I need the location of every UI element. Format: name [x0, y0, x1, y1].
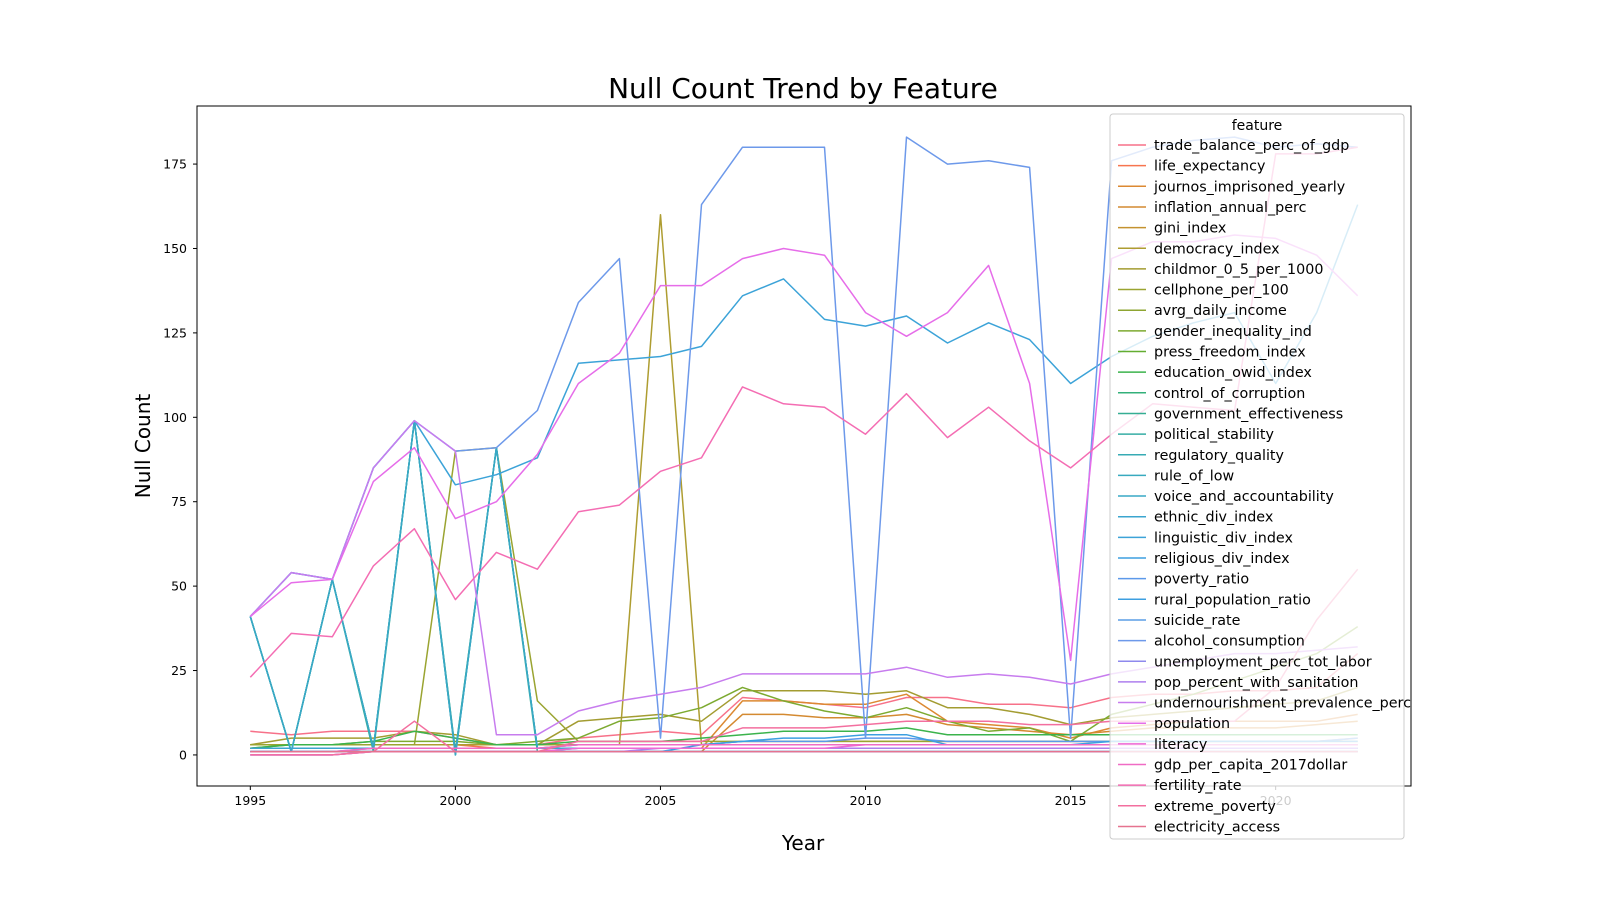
legend-label: rule_of_low	[1154, 468, 1235, 484]
legend-label: childmor_0_5_per_1000	[1154, 262, 1323, 278]
legend-label: inflation_annual_perc	[1154, 200, 1306, 216]
legend-label: undernourishment_prevalence_perc	[1154, 696, 1411, 712]
legend-label: suicide_rate	[1154, 613, 1241, 629]
legend-title: feature	[1232, 118, 1283, 134]
y-tick-label: 175	[163, 157, 187, 172]
legend-label: political_stability	[1154, 427, 1274, 443]
x-tick-label: 2005	[645, 793, 677, 808]
plot-frame	[196, 105, 1412, 787]
legend-label: gender_inequality_ind	[1154, 324, 1312, 340]
legend-label: alcohol_consumption	[1154, 634, 1305, 650]
legend-box	[1109, 113, 1405, 840]
y-axis: 0 25 50 75 100 125 150 175	[163, 157, 197, 762]
legend-label: rural_population_ratio	[1154, 592, 1311, 608]
legend-label: pop_percent_with_sanitation	[1154, 675, 1358, 691]
legend-label: avrg_daily_income	[1154, 303, 1287, 319]
legend-label: democracy_index	[1154, 241, 1280, 257]
legend-label: gini_index	[1154, 221, 1226, 237]
legend-label: government_effectiveness	[1154, 406, 1343, 422]
chart-title: Null Count Trend by Feature	[608, 72, 998, 105]
legend-label: extreme_poverty	[1154, 799, 1276, 815]
y-tick-label: 75	[171, 494, 187, 509]
y-tick-label: 0	[179, 747, 187, 762]
y-tick-label: 50	[171, 579, 187, 594]
x-tick-label: 2015	[1055, 793, 1087, 808]
legend-label: journos_imprisoned_yearly	[1153, 179, 1346, 195]
legend-label: trade_balance_perc_of_gdp	[1154, 138, 1349, 154]
legend-label: population	[1154, 716, 1230, 732]
legend-label: poverty_ratio	[1154, 572, 1249, 588]
x-axis-title: Year	[781, 831, 825, 855]
y-tick-label: 150	[163, 241, 187, 256]
legend-label: ethnic_div_index	[1154, 510, 1273, 526]
legend-label: life_expectancy	[1154, 159, 1266, 175]
legend-label: fertility_rate	[1154, 778, 1242, 794]
legend-label: religious_div_index	[1154, 551, 1290, 567]
x-tick-label: 2010	[850, 793, 882, 808]
legend-label: regulatory_quality	[1154, 448, 1285, 464]
legend-label: voice_and_accountability	[1154, 489, 1334, 505]
legend: feature trade_balance_perc_of_gdp life_ex…	[1109, 113, 1411, 840]
x-tick-label: 2000	[439, 793, 471, 808]
y-axis-title: Null Count	[131, 394, 155, 499]
legend-label: education_owid_index	[1154, 365, 1312, 381]
legend-label: control_of_corruption	[1154, 386, 1305, 402]
y-tick-label: 25	[171, 663, 187, 678]
y-tick-label: 125	[163, 325, 187, 340]
x-tick-label: 1995	[234, 793, 266, 808]
legend-label: literacy	[1154, 737, 1208, 753]
legend-label: unemployment_perc_tot_labor	[1154, 654, 1372, 670]
legend-label: press_freedom_index	[1154, 345, 1306, 361]
legend-label: gdp_per_capita_2017dollar	[1154, 758, 1347, 774]
legend-label: electricity_access	[1154, 819, 1280, 835]
legend-label: linguistic_div_index	[1154, 530, 1293, 546]
y-tick-label: 100	[163, 410, 187, 425]
legend-label: cellphone_per_100	[1154, 283, 1289, 299]
legend-items: trade_balance_perc_of_gdp life_expectancy…	[1118, 138, 1411, 835]
